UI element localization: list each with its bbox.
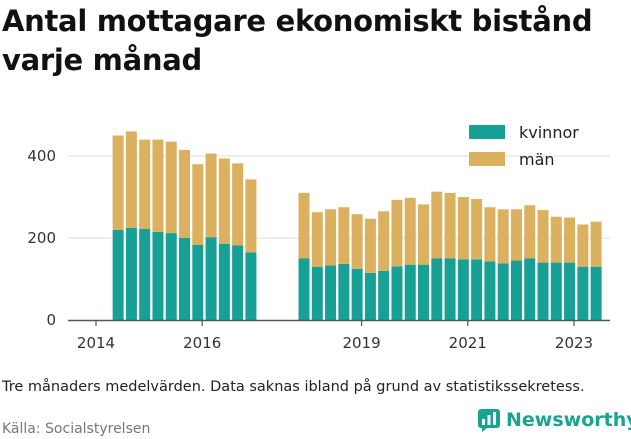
y-tick-label: 200 bbox=[27, 229, 56, 247]
bar-kvinnor bbox=[325, 265, 337, 320]
bar-man bbox=[232, 163, 244, 246]
bar-kvinnor bbox=[457, 259, 469, 320]
bar-kvinnor bbox=[245, 252, 257, 320]
brand-logo[interactable]: Newsworthy bbox=[477, 408, 631, 432]
bar-man bbox=[218, 158, 230, 244]
legend: kvinnor män bbox=[469, 123, 579, 169]
bar-man bbox=[524, 205, 536, 259]
bar-kvinnor bbox=[524, 258, 536, 320]
bar-man bbox=[590, 221, 602, 267]
bar-kvinnor bbox=[364, 272, 376, 320]
bar-man bbox=[298, 192, 310, 259]
bar-man bbox=[391, 199, 403, 267]
bar-man bbox=[577, 224, 589, 267]
bar-man bbox=[378, 211, 390, 271]
legend-label: män bbox=[519, 150, 555, 169]
bar-kvinnor bbox=[351, 268, 363, 320]
chart-title: Antal mottagare ekonomiskt bistånd varje… bbox=[2, 4, 593, 77]
bar-kvinnor bbox=[112, 229, 124, 320]
legend-swatch bbox=[469, 152, 505, 166]
bar-kvinnor bbox=[471, 259, 483, 320]
bar-man bbox=[152, 139, 164, 232]
bar-kvinnor bbox=[444, 258, 456, 320]
bar-kvinnor bbox=[537, 262, 549, 320]
bar-kvinnor bbox=[418, 264, 430, 320]
bar-man bbox=[112, 135, 124, 230]
bar-kvinnor bbox=[232, 245, 244, 320]
x-tick-label: 2014 bbox=[77, 334, 115, 352]
bar-man bbox=[351, 214, 363, 269]
chart-note: Tre månaders medelvärden. Data saknas ib… bbox=[2, 379, 585, 395]
x-tick-label: 2019 bbox=[342, 334, 380, 352]
bar-kvinnor bbox=[165, 233, 177, 320]
bar-kvinnor bbox=[152, 231, 164, 320]
bar-man bbox=[457, 197, 469, 260]
bar-man bbox=[311, 212, 323, 267]
bar-man bbox=[179, 149, 191, 238]
bar-man bbox=[165, 141, 177, 234]
bar-kvinnor bbox=[125, 227, 137, 320]
x-tick-label: 2023 bbox=[555, 334, 593, 352]
bar-kvinnor bbox=[179, 238, 191, 320]
bar-man bbox=[550, 216, 562, 263]
bar-kvinnor bbox=[404, 264, 416, 320]
bar-kvinnor bbox=[311, 266, 323, 320]
source-label: Källa: Socialstyrelsen bbox=[2, 421, 151, 437]
brand-name: Newsworthy bbox=[506, 409, 631, 431]
bar-man bbox=[444, 192, 456, 259]
bar-man bbox=[125, 131, 137, 228]
bar-man bbox=[192, 164, 204, 245]
bar-kvinnor bbox=[338, 263, 350, 320]
bar-kvinnor bbox=[218, 243, 230, 320]
bar-man bbox=[205, 153, 217, 238]
y-tick-label: 0 bbox=[46, 311, 56, 329]
bar-kvinnor bbox=[510, 260, 522, 320]
y-tick-label: 400 bbox=[27, 147, 56, 165]
bar-man bbox=[364, 218, 376, 273]
bar-man bbox=[139, 139, 151, 229]
bar-man bbox=[418, 204, 430, 265]
bar-man bbox=[510, 209, 522, 261]
bar-man bbox=[564, 217, 576, 263]
bar-kvinnor bbox=[391, 266, 403, 320]
bar-man bbox=[338, 207, 350, 264]
x-tick-label: 2021 bbox=[449, 334, 487, 352]
bar-man bbox=[484, 207, 496, 262]
bar-man bbox=[537, 210, 549, 263]
chart-area: 0 200 400 2014 2016 2019 2021 2023 kvinnor män bbox=[27, 123, 610, 352]
bar-kvinnor bbox=[550, 262, 562, 320]
bar-kvinnor bbox=[192, 244, 204, 320]
bar-kvinnor bbox=[497, 263, 509, 320]
legend-label: kvinnor bbox=[519, 123, 579, 142]
bar-kvinnor bbox=[378, 270, 390, 320]
bar-man bbox=[245, 179, 257, 253]
bar-man bbox=[404, 197, 416, 265]
bar-kvinnor bbox=[298, 258, 310, 320]
bar-kvinnor bbox=[431, 258, 443, 320]
bars bbox=[112, 131, 602, 320]
bar-kvinnor bbox=[484, 261, 496, 320]
bar-kvinnor bbox=[564, 262, 576, 320]
bar-kvinnor bbox=[590, 266, 602, 320]
newsworthy-logo-icon bbox=[478, 409, 500, 432]
bar-man bbox=[431, 191, 443, 259]
bar-man bbox=[471, 199, 483, 260]
legend-swatch bbox=[469, 125, 505, 139]
axes: 0 200 400 2014 2016 2019 2021 2023 bbox=[27, 147, 610, 352]
bar-man bbox=[497, 209, 509, 264]
bar-kvinnor bbox=[205, 237, 217, 320]
bar-man bbox=[325, 209, 337, 266]
bar-kvinnor bbox=[577, 266, 589, 320]
x-tick-label: 2016 bbox=[183, 334, 221, 352]
bar-kvinnor bbox=[139, 228, 151, 320]
